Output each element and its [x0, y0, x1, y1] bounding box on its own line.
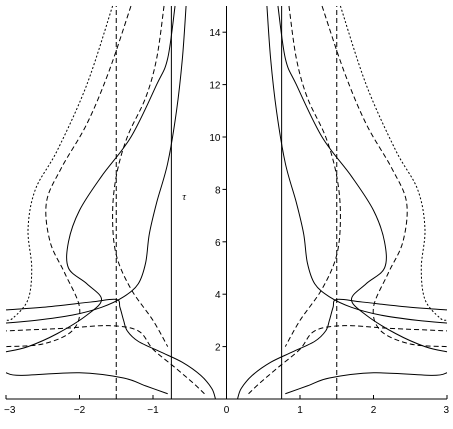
x-tick-label: −2	[74, 405, 86, 416]
x-tick-label: 3	[443, 405, 449, 416]
series-line-17	[5, 5, 114, 321]
series-line-9	[5, 5, 187, 324]
series-line-20	[248, 325, 448, 395]
series-line-6	[237, 298, 448, 400]
series-line-8	[285, 372, 448, 395]
series-line-10	[266, 5, 448, 324]
series-line-12	[277, 5, 448, 353]
x-tick-label: −3	[4, 405, 16, 416]
series-layer	[5, 5, 448, 400]
axes-layer	[6, 6, 447, 400]
x-tick-label: 0	[224, 405, 230, 416]
series-line-14	[284, 5, 341, 347]
series-line-11	[5, 5, 176, 353]
series-line-5	[5, 298, 216, 400]
series-line-7	[5, 372, 168, 395]
series-line-13	[112, 5, 169, 347]
y-tick-label: 10	[209, 133, 221, 144]
series-line-18	[339, 5, 448, 321]
y-axis-label: τ	[182, 192, 186, 203]
y-tick-label: 6	[215, 238, 221, 249]
y-tick-label: 8	[215, 185, 221, 196]
x-tick-label: 1	[297, 405, 303, 416]
x-tick-label: −1	[147, 405, 159, 416]
series-line-19	[5, 325, 205, 395]
series-line-16	[321, 5, 448, 348]
x-tick-label: 2	[371, 405, 377, 416]
y-tick-label: 14	[209, 28, 221, 39]
series-line-15	[5, 5, 132, 348]
y-tick-label: 12	[209, 81, 221, 92]
y-tick-label: 4	[215, 290, 221, 301]
y-tick-label: 2	[215, 343, 221, 354]
